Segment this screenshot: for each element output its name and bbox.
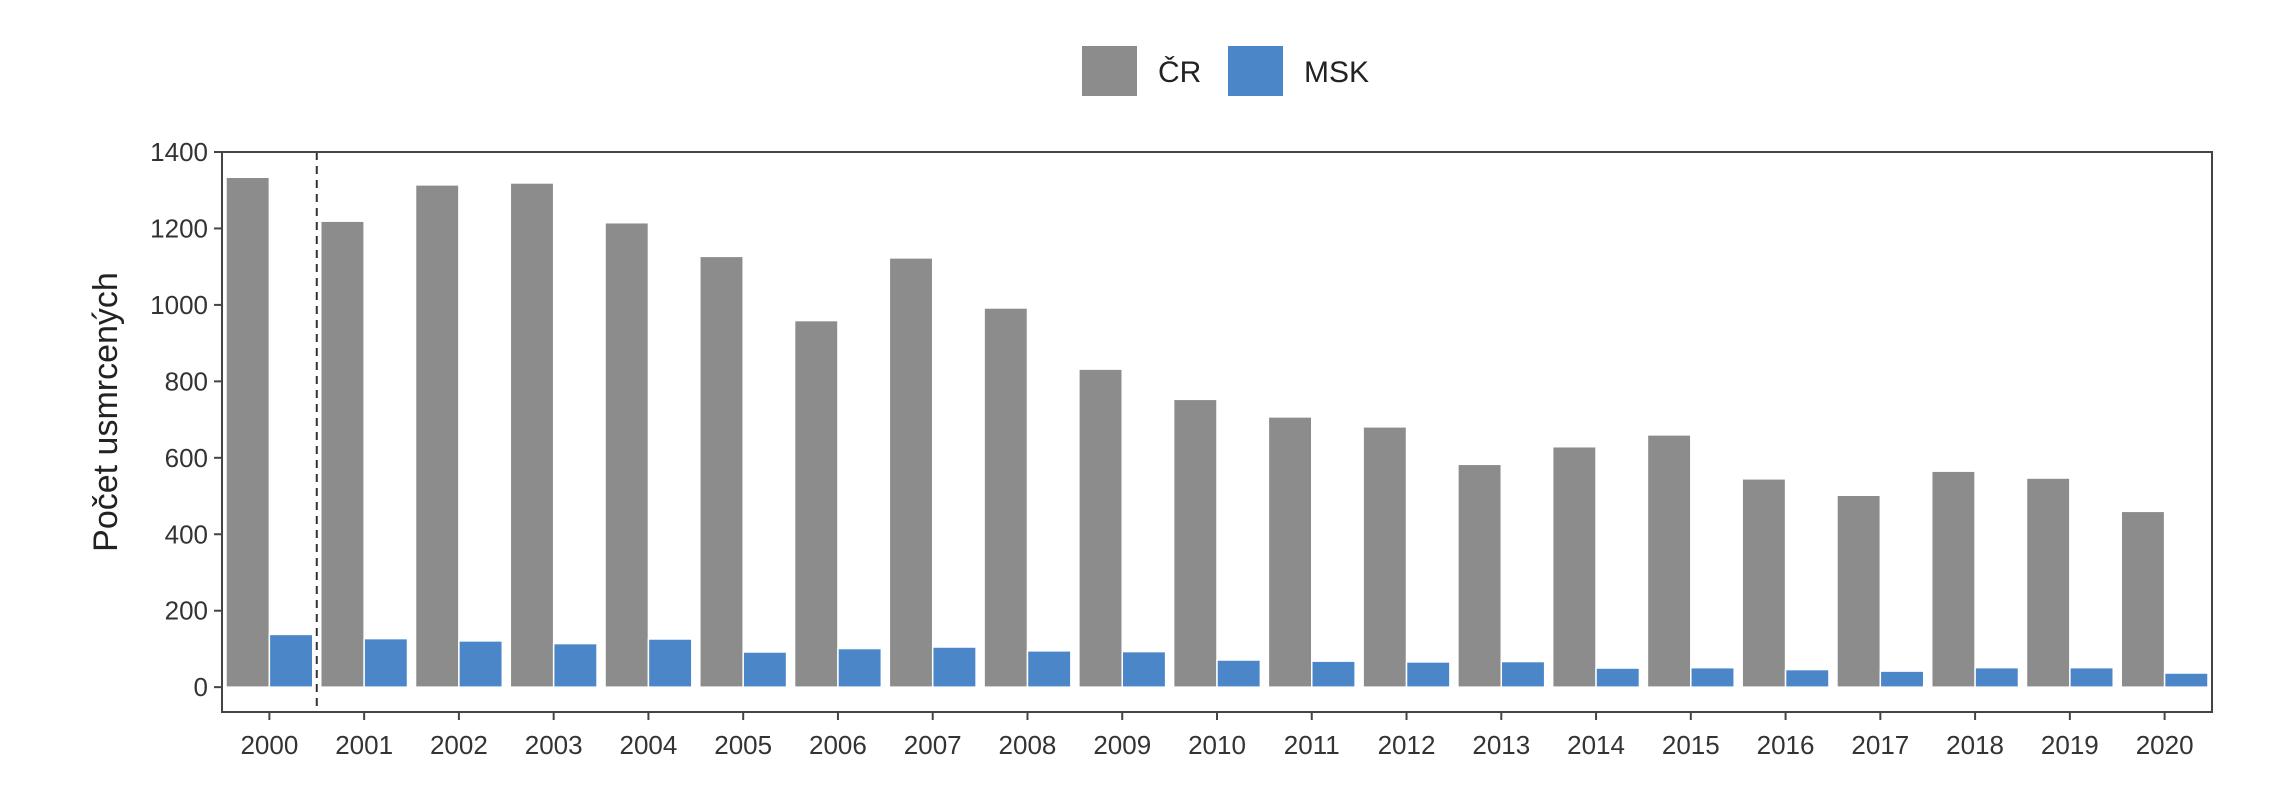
bar-msk-2019 bbox=[2069, 666, 2114, 688]
bar-cr-2020 bbox=[2120, 510, 2166, 688]
x-tick-label: 2019 bbox=[2041, 730, 2099, 760]
y-tick-label: 0 bbox=[194, 672, 208, 702]
bar-cr-2002 bbox=[414, 184, 460, 688]
bar-cr-2018 bbox=[1930, 470, 1976, 688]
bar-cr-2005 bbox=[699, 255, 744, 688]
legend-label-cr: ČR bbox=[1158, 55, 1201, 89]
bar-msk-2017 bbox=[1879, 670, 1925, 688]
bar-cr-2004 bbox=[604, 221, 650, 688]
y-tick-label: 1000 bbox=[150, 290, 208, 320]
bar-msk-2014 bbox=[1595, 667, 1641, 688]
bar-msk-2012 bbox=[1405, 661, 1451, 688]
x-tick-label: 2006 bbox=[809, 730, 867, 760]
x-tick-label: 2020 bbox=[2136, 730, 2194, 760]
bar-cr-2014 bbox=[1551, 445, 1597, 688]
y-tick-label: 1400 bbox=[150, 137, 208, 167]
x-tick-label: 2003 bbox=[525, 730, 583, 760]
x-axis: 2000 2001 2002 2003 2004 2005 2006 2007 2008 2009… bbox=[240, 712, 2194, 760]
x-tick-label: 2015 bbox=[1662, 730, 1720, 760]
y-tick-label: 400 bbox=[165, 519, 208, 549]
y-axis-title: Počet usmrcených bbox=[87, 272, 125, 552]
y-tick-label: 1200 bbox=[150, 213, 208, 243]
x-tick-label: 2004 bbox=[620, 730, 678, 760]
bar-msk-2020 bbox=[2163, 672, 2209, 688]
bar-cr-2016 bbox=[1741, 478, 1787, 688]
legend-label-msk: MSK bbox=[1304, 56, 1369, 89]
bar-cr-2009 bbox=[1078, 368, 1123, 688]
x-tick-label: 2017 bbox=[1851, 730, 1909, 760]
x-tick-label: 2001 bbox=[335, 730, 393, 760]
x-tick-label: 2013 bbox=[1472, 730, 1530, 760]
y-tick-label: 600 bbox=[165, 443, 208, 473]
x-tick-label: 2005 bbox=[714, 730, 772, 760]
x-tick-label: 2009 bbox=[1093, 730, 1151, 760]
bar-cr-2011 bbox=[1267, 416, 1313, 688]
bar-msk-2010 bbox=[1216, 659, 1262, 688]
y-tick-label: 800 bbox=[165, 366, 208, 396]
bar-cr-2017 bbox=[1836, 494, 1882, 688]
bar-cr-2000 bbox=[225, 176, 271, 688]
bar-msk-2015 bbox=[1690, 666, 1735, 688]
bar-msk-2011 bbox=[1311, 660, 1356, 688]
bar-cr-2006 bbox=[793, 319, 839, 688]
plot-frame bbox=[221, 151, 2213, 713]
bar-cr-2008 bbox=[983, 307, 1029, 688]
bar-msk-2000 bbox=[268, 633, 314, 688]
x-tick-label: 2002 bbox=[430, 730, 488, 760]
legend: ČR MSK bbox=[1082, 46, 1369, 96]
x-tick-label: 2007 bbox=[904, 730, 962, 760]
bar-msk-2005 bbox=[742, 651, 788, 688]
bar-msk-2003 bbox=[552, 642, 598, 688]
legend-swatch-cr bbox=[1082, 46, 1137, 96]
bar-cr-2015 bbox=[1646, 434, 1692, 688]
y-tick-label: 200 bbox=[165, 596, 208, 626]
bar-cr-2013 bbox=[1457, 463, 1503, 688]
bars-layer bbox=[225, 152, 2209, 712]
x-tick-label: 2000 bbox=[240, 730, 298, 760]
bar-cr-2010 bbox=[1172, 398, 1218, 688]
bar-cr-2001 bbox=[320, 220, 365, 688]
bar-msk-2002 bbox=[458, 640, 504, 688]
x-tick-label: 2016 bbox=[1757, 730, 1815, 760]
bar-cr-2019 bbox=[2025, 477, 2071, 688]
bar-cr-2007 bbox=[888, 257, 934, 688]
x-tick-label: 2008 bbox=[999, 730, 1057, 760]
bar-msk-2007 bbox=[931, 646, 977, 688]
bar-cr-2012 bbox=[1362, 426, 1408, 688]
bar-msk-2009 bbox=[1121, 650, 1167, 688]
bar-msk-2001 bbox=[363, 637, 409, 688]
legend-swatch-msk bbox=[1228, 46, 1283, 96]
bar-msk-2004 bbox=[647, 638, 693, 688]
bar-msk-2008 bbox=[1026, 650, 1072, 688]
bar-msk-2013 bbox=[1500, 660, 1546, 688]
bar-cr-2003 bbox=[509, 182, 555, 688]
x-tick-label: 2010 bbox=[1188, 730, 1246, 760]
bar-msk-2018 bbox=[1974, 666, 2020, 688]
bar-msk-2016 bbox=[1784, 668, 1830, 688]
y-axis: 0 200 400 600 800 1000 1200 1400 bbox=[150, 137, 222, 702]
x-tick-label: 2011 bbox=[1284, 730, 1340, 760]
x-tick-label: 2012 bbox=[1378, 730, 1436, 760]
x-tick-label: 2014 bbox=[1567, 730, 1625, 760]
bar-msk-2006 bbox=[837, 647, 883, 688]
x-tick-label: 2018 bbox=[1946, 730, 2004, 760]
